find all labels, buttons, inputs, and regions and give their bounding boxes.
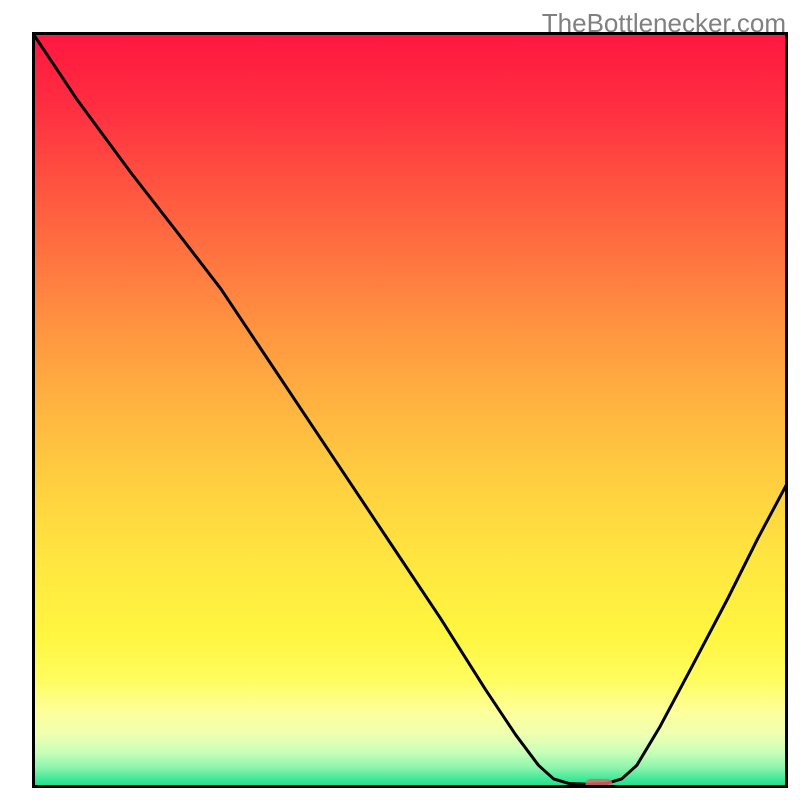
chart-container: TheBottlenecker.com: [0, 0, 800, 800]
chart-background: [34, 34, 787, 787]
bottleneck-chart: [32, 32, 788, 788]
